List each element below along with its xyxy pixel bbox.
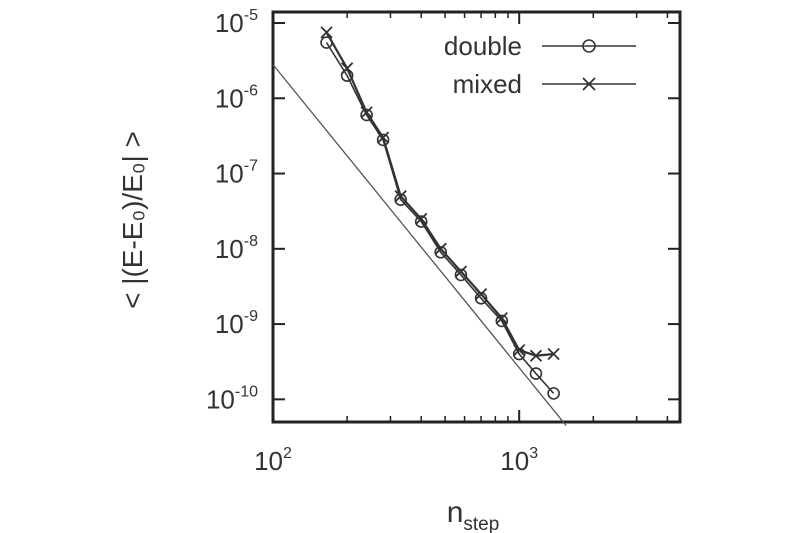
y-tick-label: 10-10 — [206, 383, 258, 414]
x-tick-label-exponent: 3 — [529, 445, 538, 462]
data-point-cross — [434, 242, 447, 255]
data-point-cross — [495, 311, 508, 325]
y-axis: 10-510-610-710-810-910-10 — [206, 7, 680, 414]
y-tick-label: 10-6 — [215, 82, 258, 113]
data-point-circle — [547, 387, 560, 400]
data-point-cross — [582, 77, 596, 91]
y-tick-label-exponent: -7 — [244, 158, 258, 175]
data-point-cross — [320, 26, 333, 39]
y-tick-label-exponent: -10 — [235, 383, 258, 400]
data-point-circle — [360, 108, 373, 122]
y-tick-label-base: 10 — [215, 309, 244, 339]
y-tick-label-base: 10 — [215, 234, 244, 264]
y-axis-label: < |(E-E₀)/E₀| > — [117, 131, 148, 309]
data-point-cross — [360, 106, 373, 119]
data-point-cross — [474, 287, 488, 301]
x-axis-label-main: n — [447, 496, 464, 529]
y-tick-label-exponent: -5 — [244, 7, 258, 24]
legend-item-double: double — [444, 31, 636, 61]
data-point-cross — [376, 131, 390, 144]
data-point-cross — [415, 212, 428, 225]
y-tick-label-exponent: -9 — [244, 308, 258, 325]
data-point-cross — [513, 344, 526, 357]
y-tick-label-base: 10 — [206, 384, 235, 414]
data-point-cross — [340, 62, 354, 75]
x-axis-label: nstep — [447, 496, 500, 533]
y-tick-label: 10-7 — [215, 158, 258, 189]
x-axis: 102 103 — [254, 12, 669, 476]
data-point-circle — [529, 367, 543, 380]
y-tick-label: 10-5 — [215, 7, 258, 38]
data-point-cross — [547, 347, 560, 361]
reference-power-law-line — [272, 64, 567, 426]
series-line-double — [325, 42, 555, 394]
reference-line — [272, 64, 567, 426]
data-point-circle — [434, 245, 448, 259]
x-axis-label-subscript: step — [463, 514, 499, 533]
plot-area — [271, 10, 682, 424]
x-tick-label-base: 10 — [254, 446, 283, 476]
y-tick-label: 10-9 — [215, 308, 258, 339]
legend: double mixed — [444, 31, 636, 99]
legend-label: mixed — [453, 69, 522, 99]
data-point-cross — [529, 349, 543, 362]
x-tick-label: 103 — [500, 445, 538, 476]
plot-frame — [271, 10, 682, 424]
legend-label: double — [444, 31, 522, 61]
data-point-circle — [582, 39, 596, 53]
x-tick-label-exponent: 2 — [283, 445, 292, 462]
data-point-circle — [376, 133, 390, 147]
y-tick-label-exponent: -6 — [244, 82, 258, 99]
data-point-cross — [394, 190, 407, 203]
x-tick-label-base: 10 — [500, 446, 529, 476]
y-tick-label-base: 10 — [215, 159, 244, 189]
data-point-cross — [454, 265, 468, 278]
data-point-circle — [454, 268, 468, 282]
series-layer — [320, 26, 560, 400]
series-mixed — [320, 26, 560, 362]
legend-item-mixed: mixed — [453, 69, 636, 99]
y-tick-label: 10-8 — [215, 233, 258, 264]
y-tick-label-base: 10 — [215, 8, 244, 38]
x-tick-label: 102 — [254, 445, 292, 476]
y-tick-label-exponent: -8 — [244, 233, 258, 250]
y-tick-label-base: 10 — [215, 83, 244, 113]
data-point-circle — [414, 215, 428, 228]
data-point-circle — [495, 314, 509, 328]
